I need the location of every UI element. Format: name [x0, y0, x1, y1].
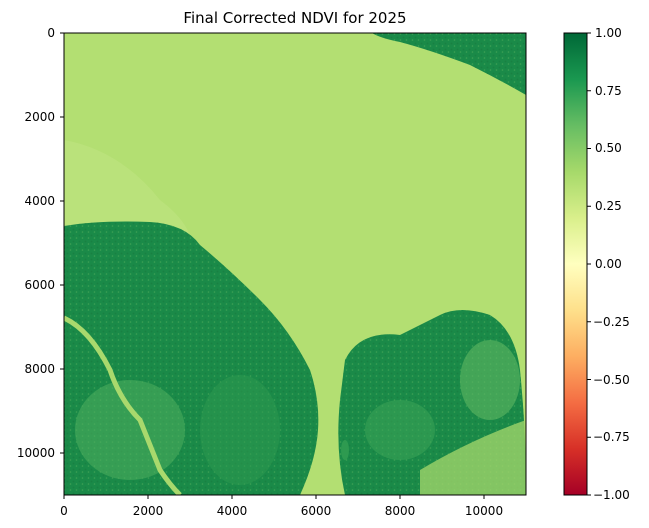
x-tick-label: 10000 — [465, 504, 503, 518]
x-tick-label: 0 — [60, 504, 68, 518]
x-tick-label: 6000 — [301, 504, 332, 518]
ndvi-heatmap — [64, 33, 526, 495]
light-patch-lower-left — [75, 380, 185, 480]
colorbar-tick-label: −0.75 — [593, 430, 630, 444]
y-tick-label: 10000 — [17, 446, 55, 460]
vegetation-upper-right-texture — [372, 33, 526, 95]
y-tick-label: 6000 — [24, 278, 55, 292]
light-patch-peninsula-center — [365, 400, 435, 460]
x-axis: 0 2000 4000 6000 8000 10000 — [60, 495, 503, 518]
light-patch-lower-right — [460, 340, 520, 420]
x-tick-label: 4000 — [217, 504, 248, 518]
plot-frame — [63, 32, 527, 496]
river-channel — [64, 315, 182, 495]
colorbar-tick-label: 0.50 — [595, 141, 622, 155]
y-tick-label: 0 — [47, 26, 55, 40]
colorbar-gradient — [563, 32, 588, 496]
y-axis: 0 2000 4000 6000 8000 10000 — [17, 26, 64, 460]
colorbar-tick-label: −1.00 — [593, 488, 630, 502]
colorbar-tick-label: 1.00 — [595, 26, 622, 40]
y-tick-label: 2000 — [24, 110, 55, 124]
light-patch-center — [200, 375, 280, 485]
bottom-right-haze — [420, 420, 526, 495]
colorbar-tick-label: −0.50 — [593, 373, 630, 387]
colorbar: 1.00 0.75 0.50 0.25 0.00 −0.25 −0.50 −0.… — [563, 26, 630, 502]
chart-title: Final Corrected NDVI for 2025 — [183, 9, 406, 27]
y-tick-label: 8000 — [24, 362, 55, 376]
x-tick-label: 2000 — [133, 504, 164, 518]
colorbar-tick-label: 0.25 — [595, 199, 622, 213]
colorbar-tick-label: 0.75 — [595, 84, 622, 98]
colorbar-tick-label: −0.25 — [593, 315, 630, 329]
x-tick-label: 8000 — [385, 504, 416, 518]
estuary-island — [341, 440, 349, 460]
y-tick-label: 4000 — [24, 194, 55, 208]
colorbar-tick-label: 0.00 — [595, 257, 622, 271]
